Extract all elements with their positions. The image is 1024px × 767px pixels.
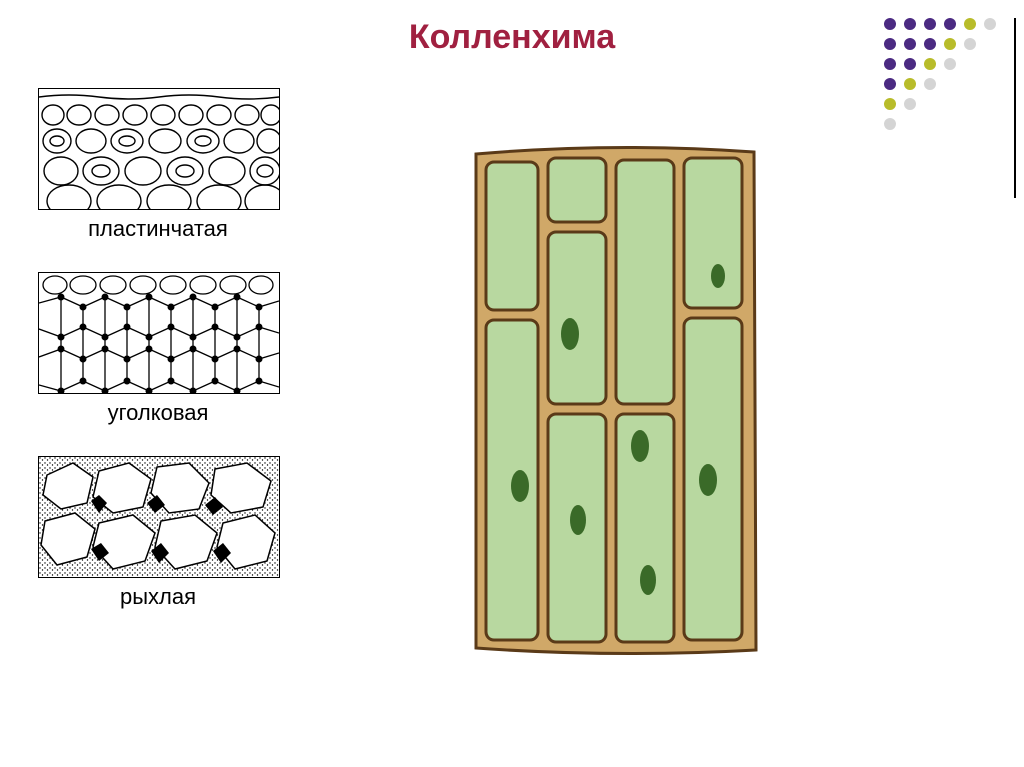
angular-label: уголковая — [38, 400, 278, 426]
tissue-types-column: пластинчатая — [38, 88, 278, 640]
lamellar-label: пластинчатая — [38, 216, 278, 242]
corner-divider — [1014, 18, 1016, 198]
angular-diagram — [38, 272, 280, 394]
lacunar-diagram — [38, 456, 280, 578]
corner-dot-grid — [884, 18, 1004, 158]
longitudinal-section-diagram — [470, 140, 760, 660]
lamellar-diagram — [38, 88, 280, 210]
page-title: Колленхима — [0, 18, 1024, 57]
lacunar-label: рыхлая — [38, 584, 278, 610]
